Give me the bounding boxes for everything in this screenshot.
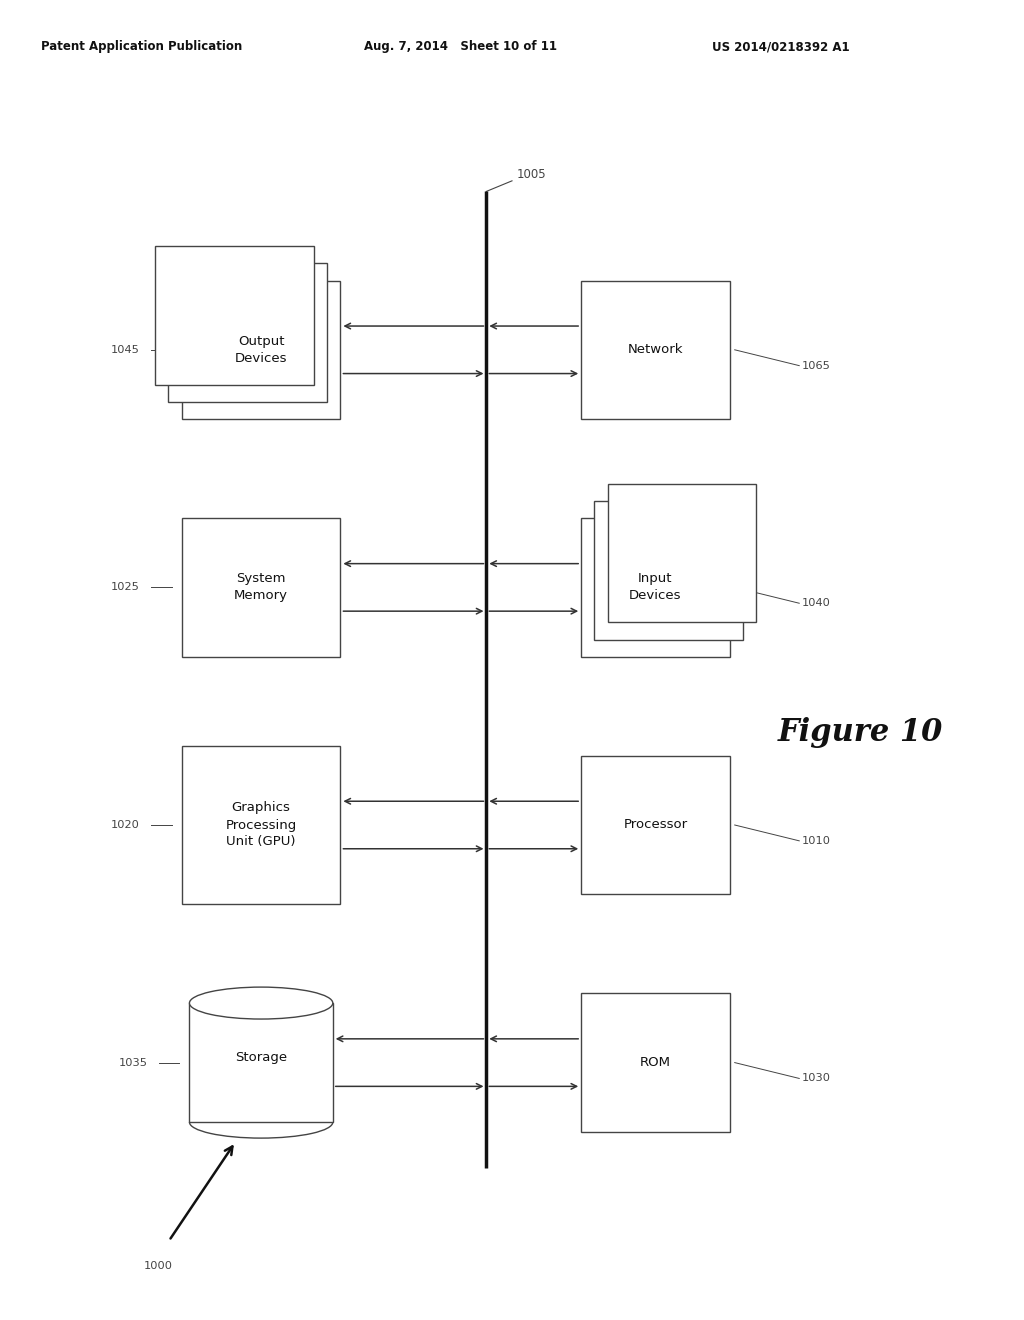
Bar [182,281,340,420]
Text: 1045: 1045 [111,345,140,355]
Text: ROM: ROM [640,1056,671,1069]
Bar [582,993,729,1131]
Text: Graphics
Processing
Unit (GPU): Graphics Processing Unit (GPU) [225,801,297,849]
Bar [189,1003,333,1122]
Text: Input
Devices: Input Devices [629,573,682,602]
Text: Output
Devices: Output Devices [234,335,288,364]
Text: Patent Application Publication: Patent Application Publication [41,40,243,53]
Bar [594,502,743,639]
Text: 1065: 1065 [802,360,830,371]
Text: 1035: 1035 [119,1057,147,1068]
Text: Processor: Processor [624,818,687,832]
Text: 1010: 1010 [802,836,830,846]
Bar [582,281,729,420]
Text: Network: Network [628,343,683,356]
Text: Aug. 7, 2014   Sheet 10 of 11: Aug. 7, 2014 Sheet 10 of 11 [364,40,556,53]
Bar [608,483,756,622]
Text: Storage: Storage [236,1051,287,1064]
Text: 1025: 1025 [111,582,140,593]
Text: Figure 10: Figure 10 [777,717,943,748]
Bar [582,755,729,895]
Text: 1000: 1000 [144,1261,173,1271]
Text: 1020: 1020 [111,820,140,830]
Text: 1030: 1030 [802,1073,830,1084]
Ellipse shape [189,987,333,1019]
Bar [168,263,328,401]
Text: System
Memory: System Memory [234,573,288,602]
Text: 1005: 1005 [517,168,547,181]
Bar [182,746,340,904]
Text: 1040: 1040 [802,598,830,609]
Bar [182,517,340,656]
Bar [156,246,313,385]
Text: US 2014/0218392 A1: US 2014/0218392 A1 [712,40,849,53]
Bar [582,517,729,656]
